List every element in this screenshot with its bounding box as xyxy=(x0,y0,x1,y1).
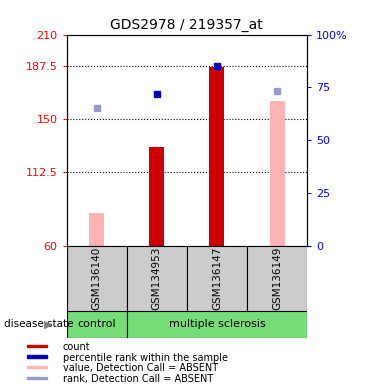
Bar xyxy=(67,246,127,311)
Text: value, Detection Call = ABSENT: value, Detection Call = ABSENT xyxy=(63,363,218,373)
Bar xyxy=(209,67,225,246)
Text: count: count xyxy=(63,342,91,352)
Bar xyxy=(67,311,127,338)
Text: control: control xyxy=(77,319,116,329)
Bar xyxy=(187,246,247,311)
Bar xyxy=(127,246,187,311)
Bar xyxy=(269,101,285,246)
Text: GSM136147: GSM136147 xyxy=(212,247,222,310)
Text: percentile rank within the sample: percentile rank within the sample xyxy=(63,353,228,362)
Bar xyxy=(27,356,47,358)
Text: disease state: disease state xyxy=(4,319,73,329)
Bar xyxy=(27,366,47,368)
Text: GSM134953: GSM134953 xyxy=(152,247,162,310)
Title: GDS2978 / 219357_at: GDS2978 / 219357_at xyxy=(111,18,263,32)
Bar xyxy=(247,246,307,311)
Text: rank, Detection Call = ABSENT: rank, Detection Call = ABSENT xyxy=(63,374,213,384)
Text: multiple sclerosis: multiple sclerosis xyxy=(169,319,265,329)
Bar xyxy=(27,377,47,379)
Bar xyxy=(149,147,164,246)
Text: ▶: ▶ xyxy=(44,319,52,329)
Bar xyxy=(89,214,104,246)
Bar xyxy=(127,311,307,338)
Text: GSM136149: GSM136149 xyxy=(272,247,282,310)
Text: GSM136140: GSM136140 xyxy=(92,247,102,310)
Bar xyxy=(27,345,47,347)
